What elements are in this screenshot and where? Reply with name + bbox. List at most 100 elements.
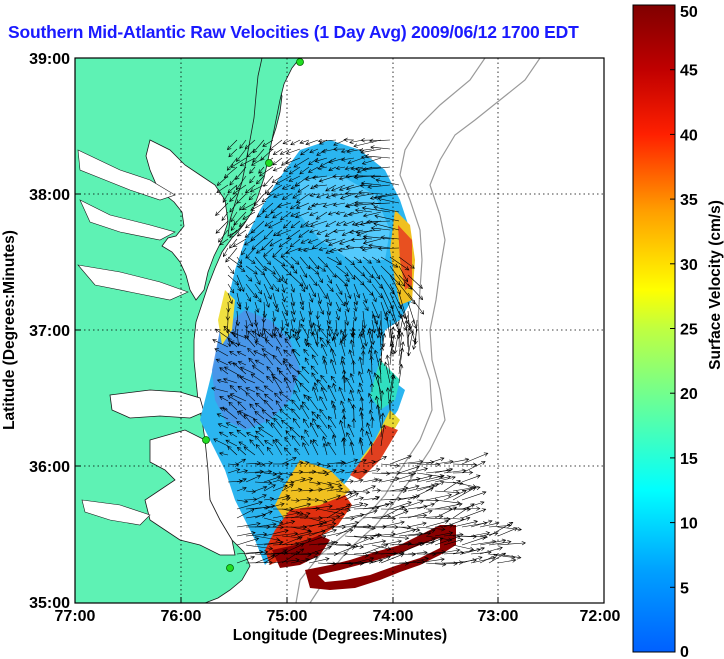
velocity-arrow: [308, 292, 314, 303]
velocity-arrow: [236, 549, 264, 555]
velocity-arrow: [230, 220, 238, 232]
velocity-arrow: [254, 480, 273, 486]
velocity-arrow: [434, 475, 456, 483]
velocity-arrow: [255, 430, 265, 438]
velocity-arrow: [212, 339, 229, 348]
velocity-arrow: [317, 301, 325, 315]
velocity-arrow: [353, 478, 364, 483]
velocity-arrow: [313, 183, 328, 189]
velocity-arrow: [358, 333, 364, 348]
velocity-arrow: [384, 311, 391, 339]
velocity-arrow: [228, 401, 238, 411]
velocity-arrow: [266, 375, 274, 384]
velocity-arrow: [285, 157, 301, 165]
x-axis-title: Longitude (Degrees:Minutes): [233, 627, 447, 644]
velocity-arrow: [371, 256, 381, 263]
velocity-arrow: [425, 493, 453, 501]
velocity-arrow: [261, 348, 274, 357]
velocity-arrow: [251, 330, 265, 339]
velocity-arrow: [284, 338, 292, 348]
velocity-arrow: [371, 555, 391, 564]
velocity-arrow: [452, 487, 477, 501]
velocity-arrow: [254, 469, 273, 474]
velocity-arrow: [325, 193, 337, 199]
velocity-arrow: [300, 323, 310, 339]
velocity-arrow: [254, 283, 263, 295]
velocity-arrow: [362, 514, 392, 519]
velocity-arrow: [461, 556, 483, 564]
velocity-arrow: [326, 292, 333, 307]
velocity-arrow: [371, 456, 387, 465]
velocity-arrow: [229, 340, 247, 348]
velocity-arrow: [281, 456, 297, 465]
velocity-arrow: [371, 265, 381, 280]
velocity-arrow: [263, 475, 282, 483]
velocity-arrow: [311, 331, 319, 348]
velocity-arrow: [281, 193, 292, 200]
velocity-arrow: [230, 157, 247, 168]
velocity-arrow: [218, 431, 229, 438]
velocity-arrow: [299, 301, 305, 311]
velocity-arrow: [377, 327, 382, 348]
velocity-arrow: [244, 301, 249, 311]
velocity-arrow: [278, 238, 292, 248]
velocity-arrow: [377, 246, 400, 251]
velocity-arrow: [273, 229, 283, 237]
velocity-arrow: [308, 525, 336, 537]
velocity-arrow: [319, 395, 328, 411]
velocity-arrow: [443, 457, 470, 465]
velocity-arrow: [283, 358, 292, 366]
velocity-arrow: [380, 520, 405, 528]
velocity-arrow: [263, 247, 274, 257]
velocity-arrow: [317, 499, 328, 504]
velocity-arrow: [362, 310, 367, 329]
velocity-arrow: [362, 238, 382, 245]
station-marker: [226, 564, 234, 572]
velocity-arrow: [488, 539, 512, 546]
velocity-arrow: [226, 157, 238, 171]
velocity-arrow: [305, 139, 319, 146]
velocity-arrow: [425, 549, 446, 555]
velocity-arrow: [229, 238, 238, 249]
velocity-arrow: [353, 458, 367, 465]
velocity-arrow: [335, 220, 346, 226]
velocity-arrow: [344, 301, 350, 313]
velocity-arrow: [316, 148, 328, 156]
velocity-arrow: [341, 374, 346, 393]
velocity-arrow: [262, 139, 274, 147]
velocity-arrow: [225, 247, 238, 263]
velocity-arrow: [380, 553, 405, 564]
velocity-arrow: [366, 219, 391, 224]
velocity-arrow: [470, 519, 493, 528]
x-tick-label: 73:00: [478, 608, 519, 625]
velocity-arrow: [311, 202, 328, 208]
velocity-arrow: [266, 365, 274, 375]
velocity-arrow: [393, 328, 400, 355]
velocity-arrow: [255, 175, 265, 185]
velocity-arrow: [407, 460, 435, 465]
velocity-arrow: [443, 538, 464, 546]
velocity-arrow: [236, 446, 247, 456]
velocity-arrow: [263, 550, 288, 556]
velocity-arrow: [353, 292, 359, 306]
velocity-arrow: [322, 202, 337, 208]
velocity-arrow: [261, 193, 274, 203]
velocity-arrow: [236, 421, 247, 429]
velocity-arrow: [254, 462, 266, 467]
velocity-arrow: [222, 193, 229, 203]
velocity-arrow: [349, 389, 355, 402]
velocity-arrow: [341, 414, 347, 429]
velocity-arrow: [288, 166, 301, 175]
velocity-arrow: [320, 374, 328, 384]
velocity-arrow: [258, 166, 274, 177]
velocity-arrow: [236, 555, 256, 564]
velocity-arrow: [398, 256, 415, 269]
velocity-arrow: [272, 274, 281, 283]
velocity-arrow: [317, 165, 328, 171]
velocity-arrow: [488, 552, 507, 564]
velocity-arrow: [373, 205, 400, 213]
velocity-arrow: [239, 139, 247, 149]
velocity-arrow: [497, 527, 518, 537]
velocity-arrow: [308, 274, 318, 287]
